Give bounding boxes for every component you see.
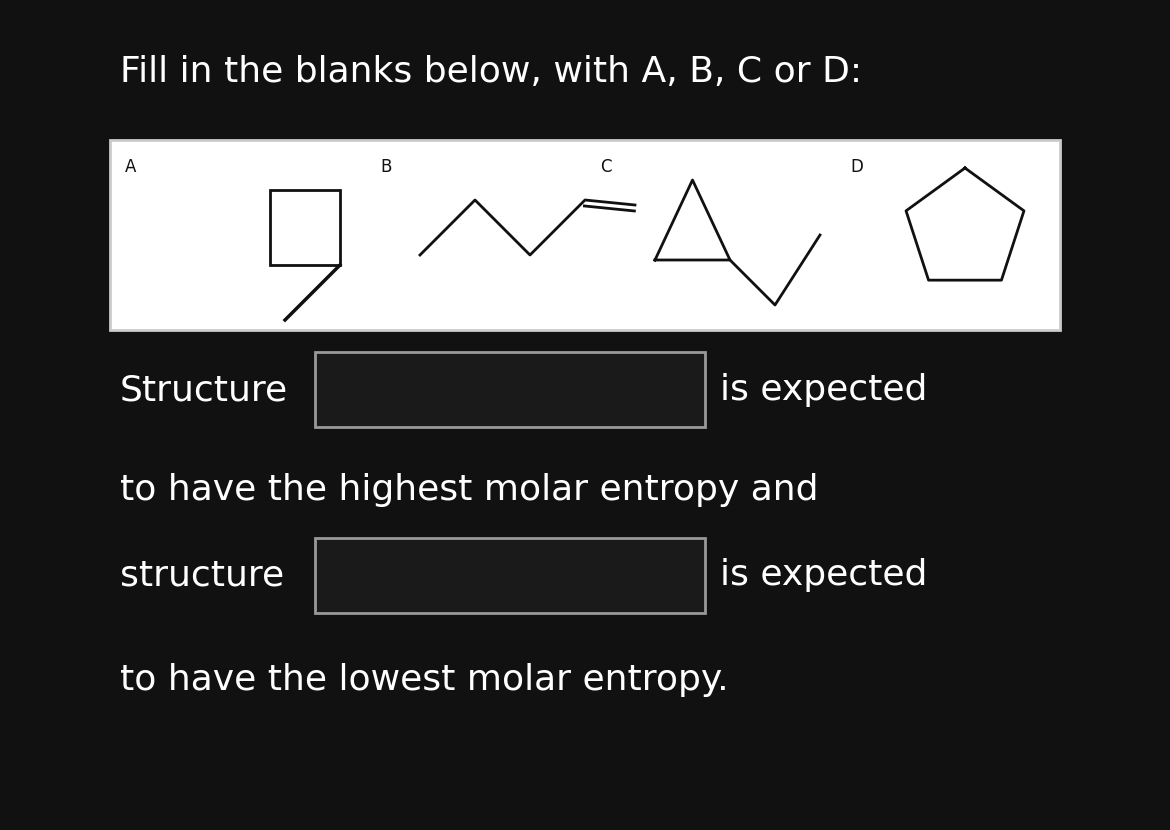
Bar	[270, 190, 340, 265]
Text: Fill in the blanks below, with A, B, C or D:: Fill in the blanks below, with A, B, C o…	[121, 55, 862, 89]
Text: to have the highest molar entropy and: to have the highest molar entropy and	[121, 473, 819, 507]
Text: is expected: is expected	[720, 558, 928, 592]
Text: A: A	[125, 158, 137, 176]
Text: D: D	[849, 158, 863, 176]
Text: to have the lowest molar entropy.: to have the lowest molar entropy.	[121, 663, 729, 697]
Text: B: B	[380, 158, 392, 176]
Bar	[315, 538, 706, 613]
Bar	[315, 353, 706, 427]
Text: Structure: Structure	[121, 373, 288, 407]
Text: is expected: is expected	[720, 373, 928, 407]
Text: C: C	[600, 158, 612, 176]
Bar	[110, 140, 1060, 330]
Text: structure: structure	[121, 558, 284, 592]
